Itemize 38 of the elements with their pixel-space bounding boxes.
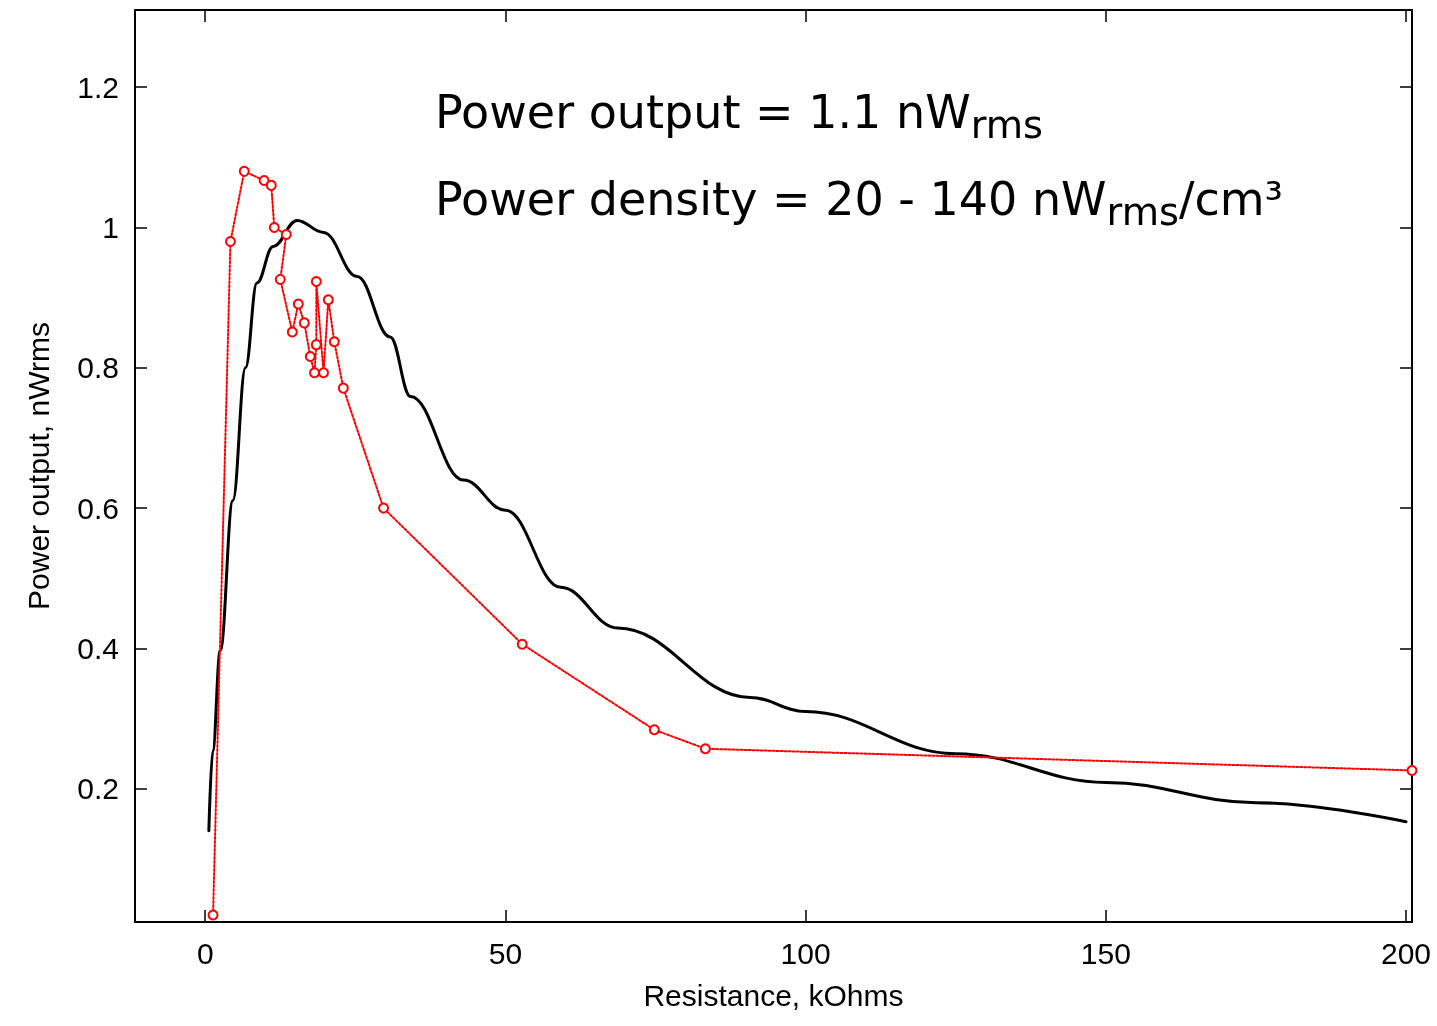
point: [310, 276, 322, 287]
point: [378, 502, 390, 514]
point: [258, 174, 270, 186]
point: [265, 179, 277, 191]
y-tick-label: 0.6: [77, 491, 119, 525]
point: [268, 221, 280, 233]
annotation: Power density = 20 - 140 nW$_{rms}$/cm³: [435, 171, 1284, 237]
x-tick-label: 200: [1380, 936, 1432, 970]
x-tick-label: 0: [196, 936, 214, 970]
x-tick-label: 100: [780, 936, 831, 970]
point: [280, 228, 292, 240]
point: [238, 165, 250, 177]
point: [292, 298, 304, 310]
y-tick-label: 0.2: [77, 772, 119, 806]
x-axis-title: Resistance, kOhms: [643, 978, 904, 1012]
point: [328, 336, 340, 348]
point: [318, 367, 330, 379]
point: [648, 724, 660, 736]
point: [1406, 764, 1418, 776]
y-tick-label: 0.4: [77, 631, 119, 665]
point: [310, 339, 322, 351]
point: [207, 909, 219, 921]
y-axis-title: Power output, nWrms: [21, 322, 55, 610]
point: [304, 351, 316, 363]
point: [337, 382, 349, 394]
point: [699, 743, 711, 755]
point: [224, 236, 236, 248]
point: [298, 317, 310, 329]
y-tick-label: 1: [102, 210, 119, 244]
y-tick-label: 0.8: [77, 351, 119, 385]
point: [286, 326, 298, 338]
point: [322, 294, 334, 306]
point: [274, 273, 286, 285]
y-tick-label: 1.2: [77, 70, 119, 104]
x-tick-label: 50: [488, 936, 523, 970]
x-tick-label: 150: [1080, 936, 1131, 970]
point: [516, 638, 528, 650]
annotation: Power output = 1.1 nW$_{rms}$: [435, 84, 1045, 150]
